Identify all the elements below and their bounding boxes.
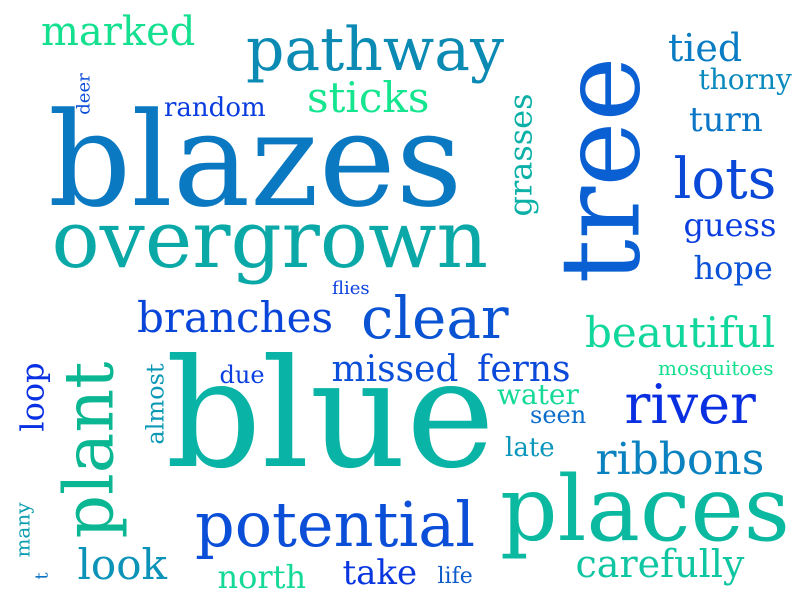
word-blue: blue [165,328,495,502]
word-blazes: blazes [48,84,463,236]
word-look: look [77,540,167,589]
word-guess: guess [683,206,777,244]
word-sticks: sticks [307,73,430,122]
word-mosquitoes: mosquitoes [658,356,774,380]
word-overgrown: overgrown [51,193,489,286]
word-branches: branches [137,293,334,342]
word-marked: marked [41,9,196,55]
word-ribbons: ribbons [595,434,765,485]
word-turn: turn [689,100,763,140]
word-seen: seen [530,401,587,429]
word-potential: potential [195,488,476,561]
word-tree: tree [535,56,664,284]
word-carefully: carefully [575,542,745,586]
word-river: river [624,373,756,436]
word-many: many [10,502,35,558]
word-clear: clear [361,284,509,352]
word-lots: lots [673,147,777,212]
word-ferns: ferns [477,349,571,390]
word-late: late [505,433,555,463]
word-t: t [31,572,53,580]
word-life: life [437,564,473,589]
word-plant: plant [49,361,129,539]
word-water: water [497,378,579,411]
word-grasses: grasses [501,93,540,217]
word-beautiful: beautiful [585,308,776,357]
word-loop: loop [13,362,52,432]
word-thorny: thorny [698,63,792,96]
word-deer: deer [73,73,95,115]
word-take: take [342,553,418,593]
word-due: due [219,361,265,389]
word-tied: tied [668,26,743,70]
word-almost: almost [141,363,170,445]
word-north: north [217,558,307,596]
word-places: places [500,457,790,562]
word-missed: missed [331,349,459,390]
word-random: random [164,93,266,123]
word-pathway: pathway [246,15,504,85]
word-flies: flies [332,278,370,299]
word-hope: hope [693,249,773,287]
